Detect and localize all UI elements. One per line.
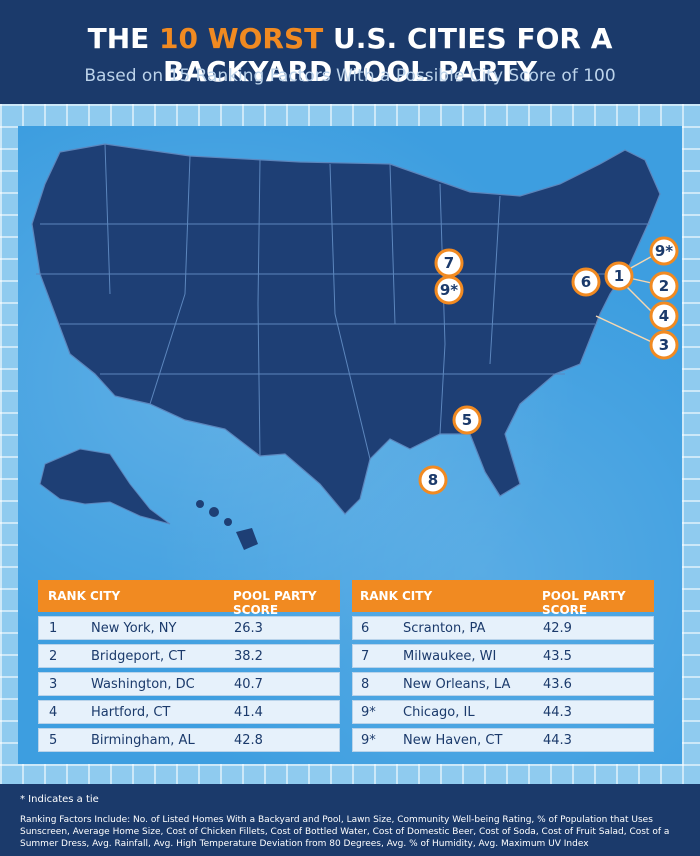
rankings-table-left: RANK CITY POOL PARTY SCORE 1 New York, N… bbox=[38, 580, 340, 752]
header-score: POOL PARTY SCORE bbox=[542, 589, 626, 617]
page-subtitle: Based on 15 Ranking Factors With a Possi… bbox=[84, 66, 616, 86]
table-row: 2 Bridgeport, CT 38.2 bbox=[38, 644, 340, 668]
table-row: 7 Milwaukee, WI 43.5 bbox=[352, 644, 654, 668]
city-cell: Chicago, IL bbox=[403, 705, 475, 720]
pin-9-new-haven-label: 9* bbox=[655, 242, 673, 260]
alaska-shape bbox=[39, 448, 171, 525]
pin-9-chicago-label: 9* bbox=[440, 281, 458, 299]
table-row: 4 Hartford, CT 41.4 bbox=[38, 700, 340, 724]
header-rank: RANK bbox=[360, 589, 398, 603]
score-cell: 38.2 bbox=[234, 649, 263, 664]
rank-cell: 6 bbox=[361, 621, 370, 636]
pin-5-label: 5 bbox=[462, 411, 472, 429]
map-pins: 7 9* 6 1 9* 2 4 3 bbox=[418, 236, 679, 495]
score-cell: 40.7 bbox=[234, 677, 263, 692]
page-title: THE 10 WORST U.S. CITIES FOR A BACKYARD … bbox=[0, 22, 700, 88]
pin-4-label: 4 bbox=[659, 307, 669, 325]
city-cell: Birmingham, AL bbox=[91, 733, 195, 748]
city-cell: New Orleans, LA bbox=[403, 677, 511, 692]
rank-cell: 7 bbox=[361, 649, 370, 664]
header-city: CITY bbox=[402, 589, 433, 603]
city-cell: Scranton, PA bbox=[403, 621, 486, 636]
table-header: RANK CITY POOL PARTY SCORE bbox=[38, 580, 340, 617]
score-cell: 42.9 bbox=[543, 621, 572, 636]
state-borders bbox=[36, 143, 650, 460]
table-row: 6 Scranton, PA 42.9 bbox=[352, 616, 654, 640]
tie-note: * Indicates a tie bbox=[20, 794, 99, 805]
ranking-factors-note: Ranking Factors Include: No. of Listed H… bbox=[20, 815, 670, 849]
pin-7: 7 bbox=[434, 248, 464, 278]
city-cell: New Haven, CT bbox=[403, 733, 503, 748]
pin-8-label: 8 bbox=[428, 471, 438, 489]
rank-cell: 4 bbox=[49, 705, 58, 720]
header-rank: RANK bbox=[48, 589, 86, 603]
city-cell: Washington, DC bbox=[91, 677, 195, 692]
table-row: 8 New Orleans, LA 43.6 bbox=[352, 672, 654, 696]
score-cell: 26.3 bbox=[234, 621, 263, 636]
rank-cell: 5 bbox=[49, 733, 58, 748]
hawaii-shape bbox=[196, 500, 258, 550]
table-row: 1 New York, NY 26.3 bbox=[38, 616, 340, 640]
city-cell: Hartford, CT bbox=[91, 705, 171, 720]
city-cell: Milwaukee, WI bbox=[403, 649, 497, 664]
pin-3: 3 bbox=[649, 330, 679, 360]
rank-cell: 3 bbox=[49, 677, 58, 692]
city-cell: New York, NY bbox=[91, 621, 177, 636]
header-score: POOL PARTY SCORE bbox=[233, 589, 317, 617]
header-city: CITY bbox=[90, 589, 121, 603]
header-banner: THE 10 WORST U.S. CITIES FOR A BACKYARD … bbox=[0, 0, 700, 104]
pin-2: 2 bbox=[649, 271, 679, 301]
pin-6-label: 6 bbox=[581, 273, 591, 291]
footer: * Indicates a tie Ranking Factors Includ… bbox=[0, 784, 700, 856]
pin-1: 1 bbox=[604, 261, 634, 291]
table-row: 9* Chicago, IL 44.3 bbox=[352, 700, 654, 724]
title-suffix: U.S. CITIES FOR A BACKYARD POOL PARTY bbox=[162, 22, 613, 88]
pin-4: 4 bbox=[649, 301, 679, 331]
table-row: 5 Birmingham, AL 42.8 bbox=[38, 728, 340, 752]
pin-8: 8 bbox=[418, 465, 448, 495]
pin-9-new-haven: 9* bbox=[649, 236, 679, 266]
pin-7-label: 7 bbox=[444, 254, 454, 272]
score-cell: 41.4 bbox=[234, 705, 263, 720]
rank-cell: 8 bbox=[361, 677, 370, 692]
pin-6: 6 bbox=[571, 267, 601, 297]
score-cell: 44.3 bbox=[543, 705, 572, 720]
rank-cell: 9* bbox=[361, 733, 376, 748]
rank-cell: 2 bbox=[49, 649, 58, 664]
score-cell: 42.8 bbox=[234, 733, 263, 748]
score-cell: 44.3 bbox=[543, 733, 572, 748]
title-highlight: 10 WORST bbox=[159, 22, 324, 55]
pin-9-chicago: 9* bbox=[434, 275, 464, 305]
city-cell: Bridgeport, CT bbox=[91, 649, 186, 664]
rank-cell: 9* bbox=[361, 705, 376, 720]
table-header: RANK CITY POOL PARTY SCORE bbox=[352, 580, 654, 617]
score-cell: 43.5 bbox=[543, 649, 572, 664]
score-cell: 43.6 bbox=[543, 677, 572, 692]
title-prefix: THE bbox=[87, 22, 160, 55]
us-mainland-shape bbox=[31, 143, 661, 515]
pin-1-label: 1 bbox=[614, 267, 624, 285]
table-row: 9* New Haven, CT 44.3 bbox=[352, 728, 654, 752]
rank-cell: 1 bbox=[49, 621, 58, 636]
us-map: 7 9* 6 1 9* 2 4 3 bbox=[31, 143, 679, 550]
pin-3-label: 3 bbox=[659, 336, 669, 354]
pin-2-label: 2 bbox=[659, 277, 669, 295]
pin-5: 5 bbox=[452, 405, 482, 435]
rankings-table-right: RANK CITY POOL PARTY SCORE 6 Scranton, P… bbox=[352, 580, 654, 752]
table-row: 3 Washington, DC 40.7 bbox=[38, 672, 340, 696]
